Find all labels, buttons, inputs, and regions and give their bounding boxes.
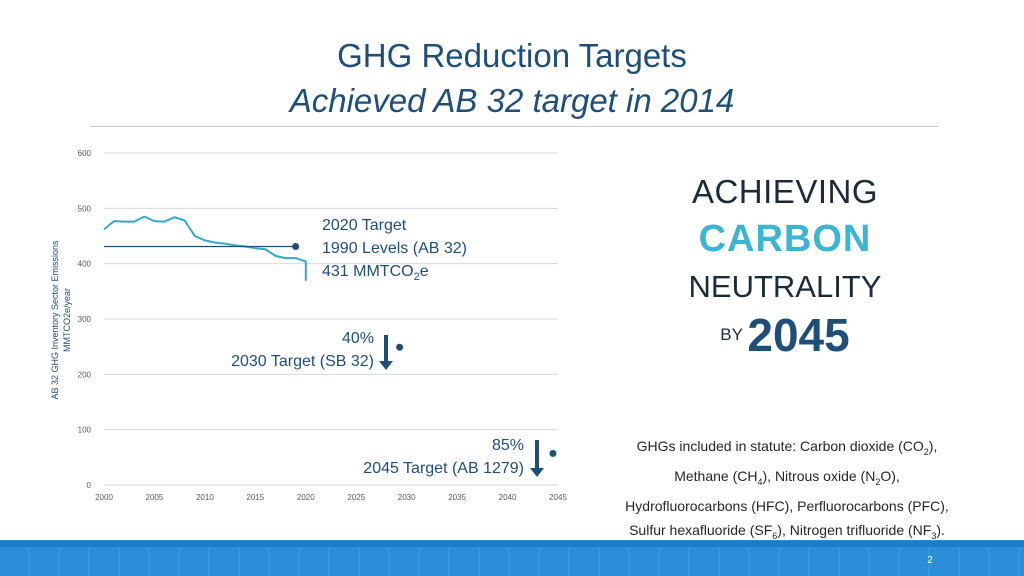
ghg-note-l2b: 4 (757, 476, 763, 487)
annotation-2045-label: 2045 Target (AB 1279) (363, 460, 524, 477)
title-divider (90, 126, 938, 127)
y-tick-label-100: 100 (78, 426, 92, 435)
y-tick-label-300: 300 (78, 315, 92, 324)
badge-by-row: BY 2045 (640, 310, 930, 360)
page-number: 2 (927, 555, 933, 566)
annotation-2045-target: 85% 2045 Target (AB 1279) (340, 434, 524, 480)
annotation-2030-target: 40% 2030 Target (SB 32) (200, 327, 374, 373)
ghg-note-line4: Sulfur hexafluoride (SF6), Nitrogen trif… (604, 518, 970, 548)
badge-by: BY (720, 325, 743, 344)
y-tick-label-200: 200 (78, 370, 92, 379)
x-tick-label-2035: 2035 (448, 493, 466, 502)
annotation-2045-pct: 85% (491, 437, 524, 454)
ghg-note-l4a: Sulfur hexafluoride (SF (629, 521, 773, 538)
y-axis-label-line1: AB 32 GHG Inventory Sector Emissions (50, 240, 60, 400)
ghg-note-l4b: 6 (772, 530, 778, 541)
x-tick-label-2025: 2025 (347, 493, 365, 502)
x-tick-label-2040: 2040 (499, 493, 517, 502)
slide-title: GHG Reduction Targets (337, 37, 687, 74)
target-marker-2 (396, 343, 404, 351)
badge-carbon: CARBON (698, 218, 872, 260)
ghg-note-line1: GHGs included in statute: Carbon dioxide… (604, 434, 970, 464)
chart-data-layer (103, 215, 557, 477)
badge-neutrality: NEUTRALITY (688, 269, 882, 304)
ghg-note-l2e: O), (880, 467, 900, 484)
ghg-note-l4c: ), Nitrogen trifluoride (NF (777, 521, 932, 538)
x-tick-label-2045: 2045 (549, 493, 567, 502)
y-tick-label-400: 400 (78, 260, 92, 269)
arrow-2045-down (530, 440, 544, 477)
x-tick-label-2000: 2000 (95, 493, 113, 502)
annotation-2020-value: 431 MMTCO2e (322, 260, 467, 289)
x-tick-label-2030: 2030 (398, 493, 416, 502)
ghg-note-l1b: 2 (923, 446, 929, 457)
x-tick-label-2015: 2015 (246, 493, 264, 502)
arrow-2030-down (379, 335, 393, 370)
arrow-2030-down-shape (379, 335, 393, 370)
annotation-2020-value-text: 431 MMTCO (322, 263, 414, 280)
y-tick-label-500: 500 (78, 204, 92, 213)
y-tick-label-600: 600 (78, 149, 92, 158)
arrow-2045-down-shape (530, 440, 544, 477)
ghg-note-l2d: 2 (875, 476, 881, 487)
ghg-note-line2: Methane (CH4), Nitrous oxide (N2O), (604, 464, 970, 494)
ghg-note-l1a: GHGs included in statute: Carbon dioxide… (636, 438, 924, 454)
annotation-2030-label: 2030 Target (SB 32) (231, 353, 374, 370)
annotation-2020-levels: 1990 Levels (AB 32) (322, 240, 467, 257)
ghg-note-l2a: Methane (CH (674, 467, 758, 484)
target-marker-3 (549, 449, 557, 457)
annotation-2020-value-suffix: e (419, 263, 429, 280)
slide-subtitle: Achieved AB 32 target in 2014 (289, 82, 735, 119)
ghg-statute-note: GHGs included in statute: Carbon dioxide… (604, 434, 970, 547)
annotation-2020-target: 2020 Target 1990 Levels (AB 32) 431 MMTC… (322, 214, 467, 289)
ghg-note-l2c: ), Nitrous oxide (N (762, 467, 876, 484)
annotation-2020-value-sub: 2 (413, 271, 420, 284)
ghg-note-l4e: ). (936, 521, 945, 538)
y-tick-label-0: 0 (87, 481, 92, 490)
ghg-note-l4d: 3 (931, 530, 937, 541)
chart-axes: 0 100 200 300 400 500 600 2000 2005 2010 2015 2020 2… (78, 149, 568, 502)
footer-accent (0, 541, 1024, 547)
x-tick-label-2010: 2010 (196, 493, 214, 502)
emissions-series-line (103, 215, 307, 281)
chart-grid (104, 152, 558, 486)
slide-title-block: GHG Reduction Targets Achieved AB 32 tar… (0, 36, 1024, 121)
x-tick-label-2005: 2005 (146, 493, 164, 502)
badge-year: 2045 (747, 309, 850, 361)
ghg-note-line3: Hydrofluorocarbons (HFC), Perfluorocarbo… (625, 497, 949, 514)
y-axis-label-line2: MMTCO2e/year (62, 288, 72, 352)
annotation-2020-title: 2020 Target (322, 217, 407, 234)
carbon-neutrality-badge: ACHIEVING CARBON NEUTRALITY BY 2045 (640, 170, 930, 360)
ghg-note-l1c: ), (928, 438, 938, 454)
annotation-2030-pct: 40% (341, 330, 374, 347)
target-marker-1 (292, 243, 300, 251)
x-tick-label-2020: 2020 (297, 493, 315, 502)
badge-achieving: ACHIEVING (691, 173, 879, 210)
